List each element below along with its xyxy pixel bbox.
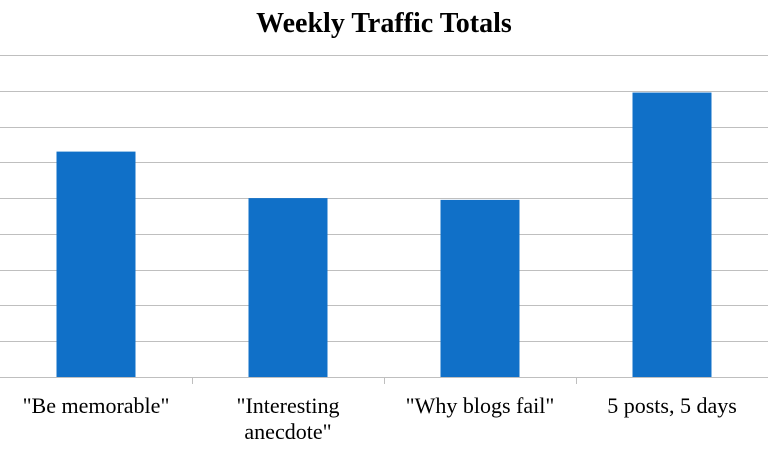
x-tick-label: 5 posts, 5 days (607, 393, 737, 418)
bar-2 (248, 198, 328, 377)
chart-title: Weekly Traffic Totals (256, 8, 512, 39)
bar-4 (632, 92, 712, 378)
x-tick-label: "Interesting anecdote" (236, 393, 339, 444)
x-tick-label: "Why blogs fail" (406, 393, 555, 418)
bar-1 (56, 151, 136, 377)
x-tick-label: "Be memorable" (23, 393, 170, 418)
bar-3 (440, 199, 520, 377)
